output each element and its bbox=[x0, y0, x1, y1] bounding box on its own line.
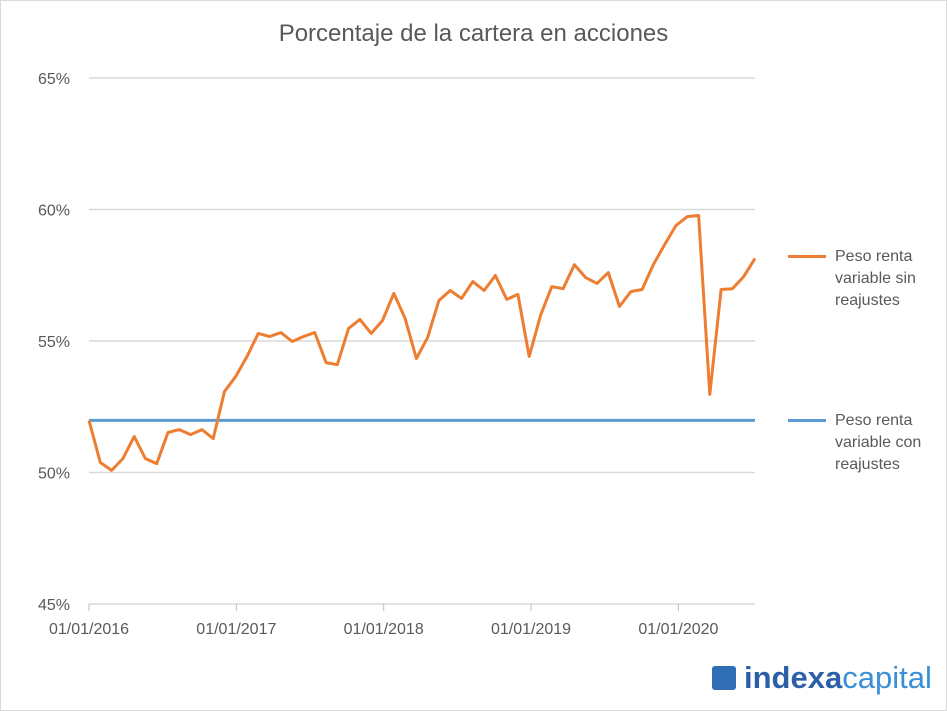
legend-label-sin-reajustes: Peso renta variable sin reajustes bbox=[835, 246, 940, 312]
legend-text: Peso renta bbox=[835, 248, 913, 265]
x-tick-label: 01/01/2020 bbox=[638, 621, 718, 638]
logo-text-bold: indexa bbox=[744, 660, 843, 695]
x-tick-label: 01/01/2018 bbox=[344, 621, 424, 638]
legend-text: reajustes bbox=[835, 292, 900, 309]
logo-text-light: capital bbox=[842, 660, 932, 695]
y-tick-label: 60% bbox=[38, 203, 70, 220]
legend-swatch-sin-reajustes bbox=[788, 255, 826, 258]
legend-swatch-con-reajustes bbox=[788, 419, 826, 422]
y-tick-label: 50% bbox=[38, 466, 70, 483]
legend-text: reajustes bbox=[835, 456, 900, 473]
legend-text: Peso renta bbox=[835, 412, 913, 429]
y-tick-label: 65% bbox=[38, 71, 70, 88]
legend-text: variable sin bbox=[835, 270, 916, 287]
logo-mark-icon bbox=[712, 666, 736, 690]
legend-text: variable con bbox=[835, 434, 922, 451]
series-line-sin-reajustes bbox=[87, 214, 757, 472]
indexa-capital-logo: indexa capital bbox=[712, 660, 932, 696]
x-tick-label: 01/01/2019 bbox=[491, 621, 571, 638]
y-tick-label: 45% bbox=[38, 597, 70, 614]
legend-label-con-reajustes: Peso renta variable con reajustes bbox=[835, 410, 940, 476]
chart-title: Porcentaje de la cartera en acciones bbox=[278, 20, 669, 47]
x-tick-label: 01/01/2016 bbox=[49, 621, 129, 638]
x-tick-label: 01/01/2017 bbox=[196, 621, 276, 638]
y-tick-label: 55% bbox=[38, 334, 70, 351]
